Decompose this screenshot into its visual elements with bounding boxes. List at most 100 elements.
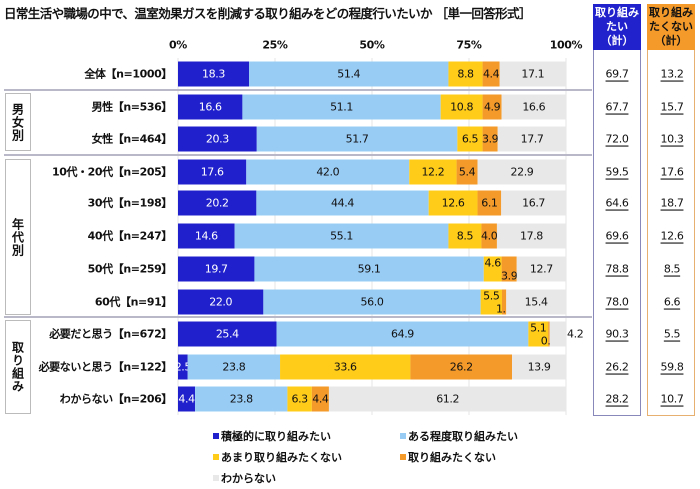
data-label: 22.9 [511,166,534,179]
bar-segment [280,354,411,380]
group-label-initiative: 取り組み [5,320,31,414]
data-label: 20.3 [206,133,229,146]
bar-segment [516,256,566,282]
data-label: 5.4 [459,166,476,179]
not-want-total-value: 10.3 [661,133,684,146]
group-label-age: 年代別 [5,159,31,315]
data-label: 13.9 [528,361,551,374]
bar-segment [496,223,566,249]
data-label: 4.9 [484,101,501,114]
bar-segment [178,126,257,152]
row-label: 30代【n=198】 [88,196,172,210]
bar-segment [178,256,255,282]
row-label: 50代【n=259】 [88,262,172,276]
data-label: 18.3 [202,68,225,81]
data-label: 8.8 [457,68,474,81]
data-label: 14.6 [195,230,218,243]
legend-item: 取り組みたくない [400,449,496,465]
not-want-total-header: 取り組みたくない（計） [647,4,695,50]
data-label: 51.1 [330,101,353,114]
data-label: 61.2 [436,393,459,406]
data-label: 4.2 [567,328,583,341]
not-want-total-value: 6.6 [664,296,681,309]
bar-segment [549,321,566,347]
bar-segment [254,256,484,282]
legend-swatch [213,433,219,439]
bar-segment [178,386,196,412]
bar-segment [448,61,483,87]
want-total-value: 64.6 [606,197,629,210]
data-label: 16.6 [199,101,222,114]
legend-item: 積極的に取り組みたい [213,428,331,444]
x-tick-label: 100% [550,39,583,52]
data-label: 5.1 [530,322,546,335]
bar-segment [512,354,566,380]
data-label: 2.5 [175,361,192,374]
bar-segment [428,190,478,216]
want-total-value: 67.7 [606,101,629,114]
bar-segment [482,61,500,87]
data-label: 22.0 [209,296,232,309]
want-total-value: 78.8 [606,263,629,276]
legend-label: ある程度取り組みたい [408,430,518,443]
data-label: 15.4 [525,296,548,309]
want-total-value: 78.0 [606,296,629,309]
data-label: 6.3 [291,393,308,406]
group-label-gender: 男女別 [5,93,31,151]
row-label: わからない【n=206】 [60,393,172,406]
data-label: 26.2 [450,361,473,374]
bar-segment [497,126,567,152]
bar-segment [256,190,429,216]
data-label: 8.5 [457,230,474,243]
bar-segment [276,321,529,347]
want-total-value: 69.6 [606,230,629,243]
bar-segment [548,321,550,347]
data-label: 5.5 [483,290,500,303]
data-label: 42.0 [316,166,339,179]
bar-segment [263,289,481,315]
bar-segment [256,126,458,152]
not-want-total-value: 8.5 [664,263,681,276]
legend-item: ある程度取り組みたい [400,428,518,444]
bar-segment [178,321,277,347]
row-label: 40代【n=247】 [88,229,172,243]
not-want-total-value: 17.6 [661,166,684,179]
bar-segment [501,94,566,120]
data-label: 17.6 [201,166,224,179]
x-tick-label: 75% [456,39,482,52]
data-label: 12.7 [530,263,553,276]
data-label: 3.9 [482,133,499,146]
bar-segment [481,223,497,249]
data-label: 4.4 [178,393,195,406]
bar-segment [528,321,549,347]
bar-segment [178,223,235,249]
bar-segment [501,289,507,315]
want-total-value: 90.3 [606,328,629,341]
bar-segment [477,159,567,185]
not-want-total-value: 12.6 [661,230,684,243]
data-label: 51.7 [346,133,369,146]
bar-segment [178,159,247,185]
data-label: 56.0 [361,296,384,309]
legend-swatch [400,433,406,439]
bar-segment [457,126,483,152]
bar-segment [499,61,566,87]
legend-label: 積極的に取り組みたい [221,430,331,443]
bar-segment [482,126,498,152]
bar-segment [242,94,441,120]
not-want-total-value: 59.8 [661,361,684,374]
data-label: 33.6 [334,361,357,374]
data-label: 12.2 [421,166,444,179]
row-label: 必要だと思う【n=672】 [48,327,172,341]
want-total-value: 72.0 [606,133,629,146]
row-label: 男性【n=536】 [92,100,172,114]
bar-segment [311,386,329,412]
data-label: 51.4 [337,68,360,81]
bar-segment [178,354,188,380]
legend-label: わからない [221,472,276,485]
legend-item: わからない [213,470,276,486]
data-label: 64.9 [391,328,414,341]
bar-segment [249,61,449,87]
x-tick-label: 50% [359,39,385,52]
